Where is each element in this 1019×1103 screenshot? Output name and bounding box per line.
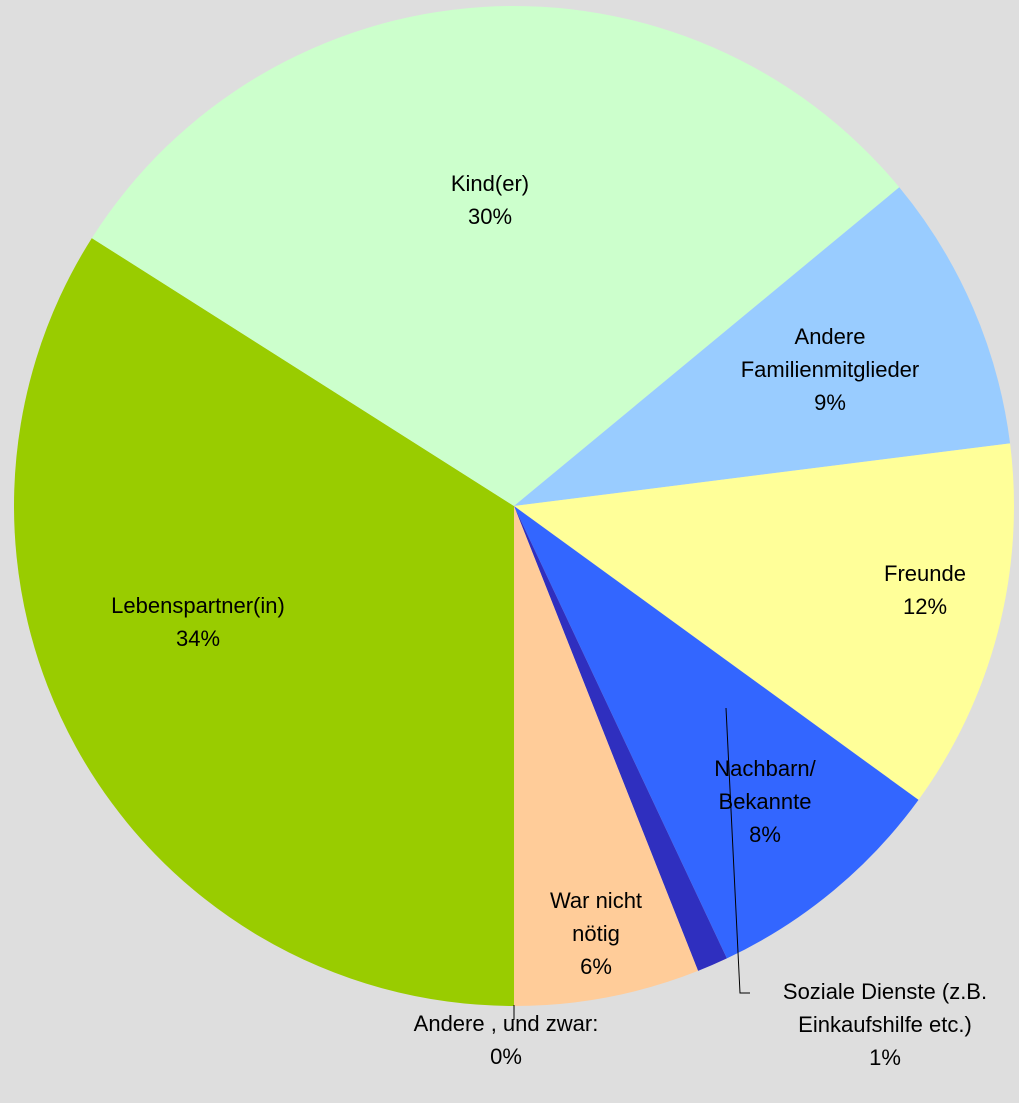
slice-label: Soziale Dienste (z.B. Einkaufshilfe etc.) [783,979,987,1037]
slice-label: Kind(er) [451,171,529,196]
pie-slice [514,506,727,971]
leader-line [725,707,750,994]
slice-value-label: 8% [749,822,781,847]
slice-label: Freunde [884,561,966,586]
slice-label: Andere Familienmitglieder [741,324,920,382]
slice-label: Lebenspartner(in) [111,593,285,618]
pie-slice [514,443,1015,800]
pie-slice [514,506,699,1006]
pie-slice [91,5,900,506]
slice-value-label: 1% [869,1045,901,1070]
slice-value-label: 6% [580,954,612,979]
slice-value-label: 34% [176,626,220,651]
pie-slice [514,506,919,959]
slice-label: Nachbarn/Bekannte [714,756,816,814]
slice-label: War nicht nötig [550,888,642,946]
slice-value-label: 9% [814,390,846,415]
slice-value-label: 12% [903,594,947,619]
pie-slice [514,187,1011,506]
slice-value-label: 0% [490,1044,522,1069]
slice-value-label: 30% [468,204,512,229]
slice-label: Andere , und zwar: [414,1011,599,1036]
pie-slice [14,238,515,1006]
